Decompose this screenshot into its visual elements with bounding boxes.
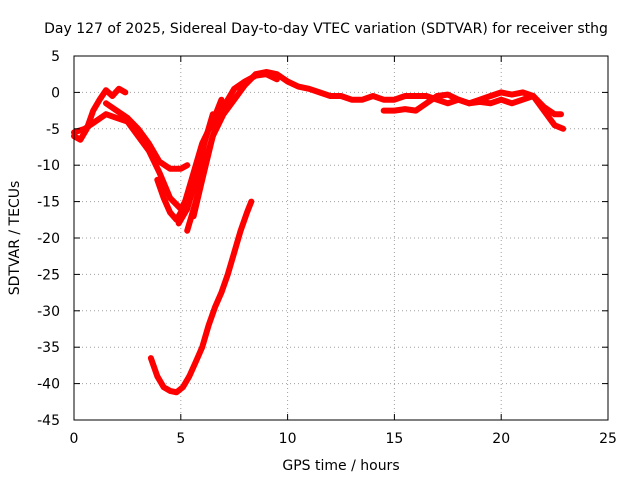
- y-tick-label: -15: [37, 195, 60, 211]
- series-arc-3: [103, 100, 191, 172]
- y-tick-labels: 5 0 -5 -10 -15 -20 -25 -30 -35 -40 -45: [37, 49, 60, 429]
- y-tick-label: -20: [37, 231, 60, 247]
- x-tick-label: 0: [70, 431, 79, 447]
- series-arc-2: [71, 111, 189, 212]
- x-tick-label: 25: [599, 431, 617, 447]
- y-tick-label: -40: [37, 377, 60, 393]
- x-tick-label: 5: [176, 431, 185, 447]
- series-arc-5: [175, 111, 216, 227]
- series-group: [71, 69, 567, 396]
- y-tick-label: 0: [51, 85, 60, 101]
- y-axis-label: SDTVAR / TECUs: [7, 181, 23, 296]
- y-tick-label: -30: [37, 304, 60, 320]
- axis-ticks: [73, 55, 609, 421]
- x-tick-labels: 0 5 10 15 20 25: [70, 431, 617, 447]
- grid-lines: [74, 56, 608, 420]
- series-arc-8: [380, 91, 564, 118]
- y-tick-label: -45: [37, 413, 60, 429]
- series-arc-9: [147, 198, 255, 396]
- chart-title: Day 127 of 2025, Sidereal Day-to-day VTE…: [44, 21, 608, 37]
- series-arc-7: [190, 71, 280, 220]
- x-tick-label: 10: [279, 431, 297, 447]
- series-arc-1: [71, 85, 129, 143]
- y-tick-label: -35: [37, 340, 60, 356]
- y-tick-label: -25: [37, 267, 60, 283]
- y-tick-label: -10: [37, 158, 60, 174]
- x-axis-label: GPS time / hours: [282, 458, 399, 474]
- y-tick-label: -5: [46, 122, 60, 138]
- y-tick-label: 5: [51, 49, 60, 65]
- x-tick-label: 20: [492, 431, 510, 447]
- x-tick-label: 15: [385, 431, 403, 447]
